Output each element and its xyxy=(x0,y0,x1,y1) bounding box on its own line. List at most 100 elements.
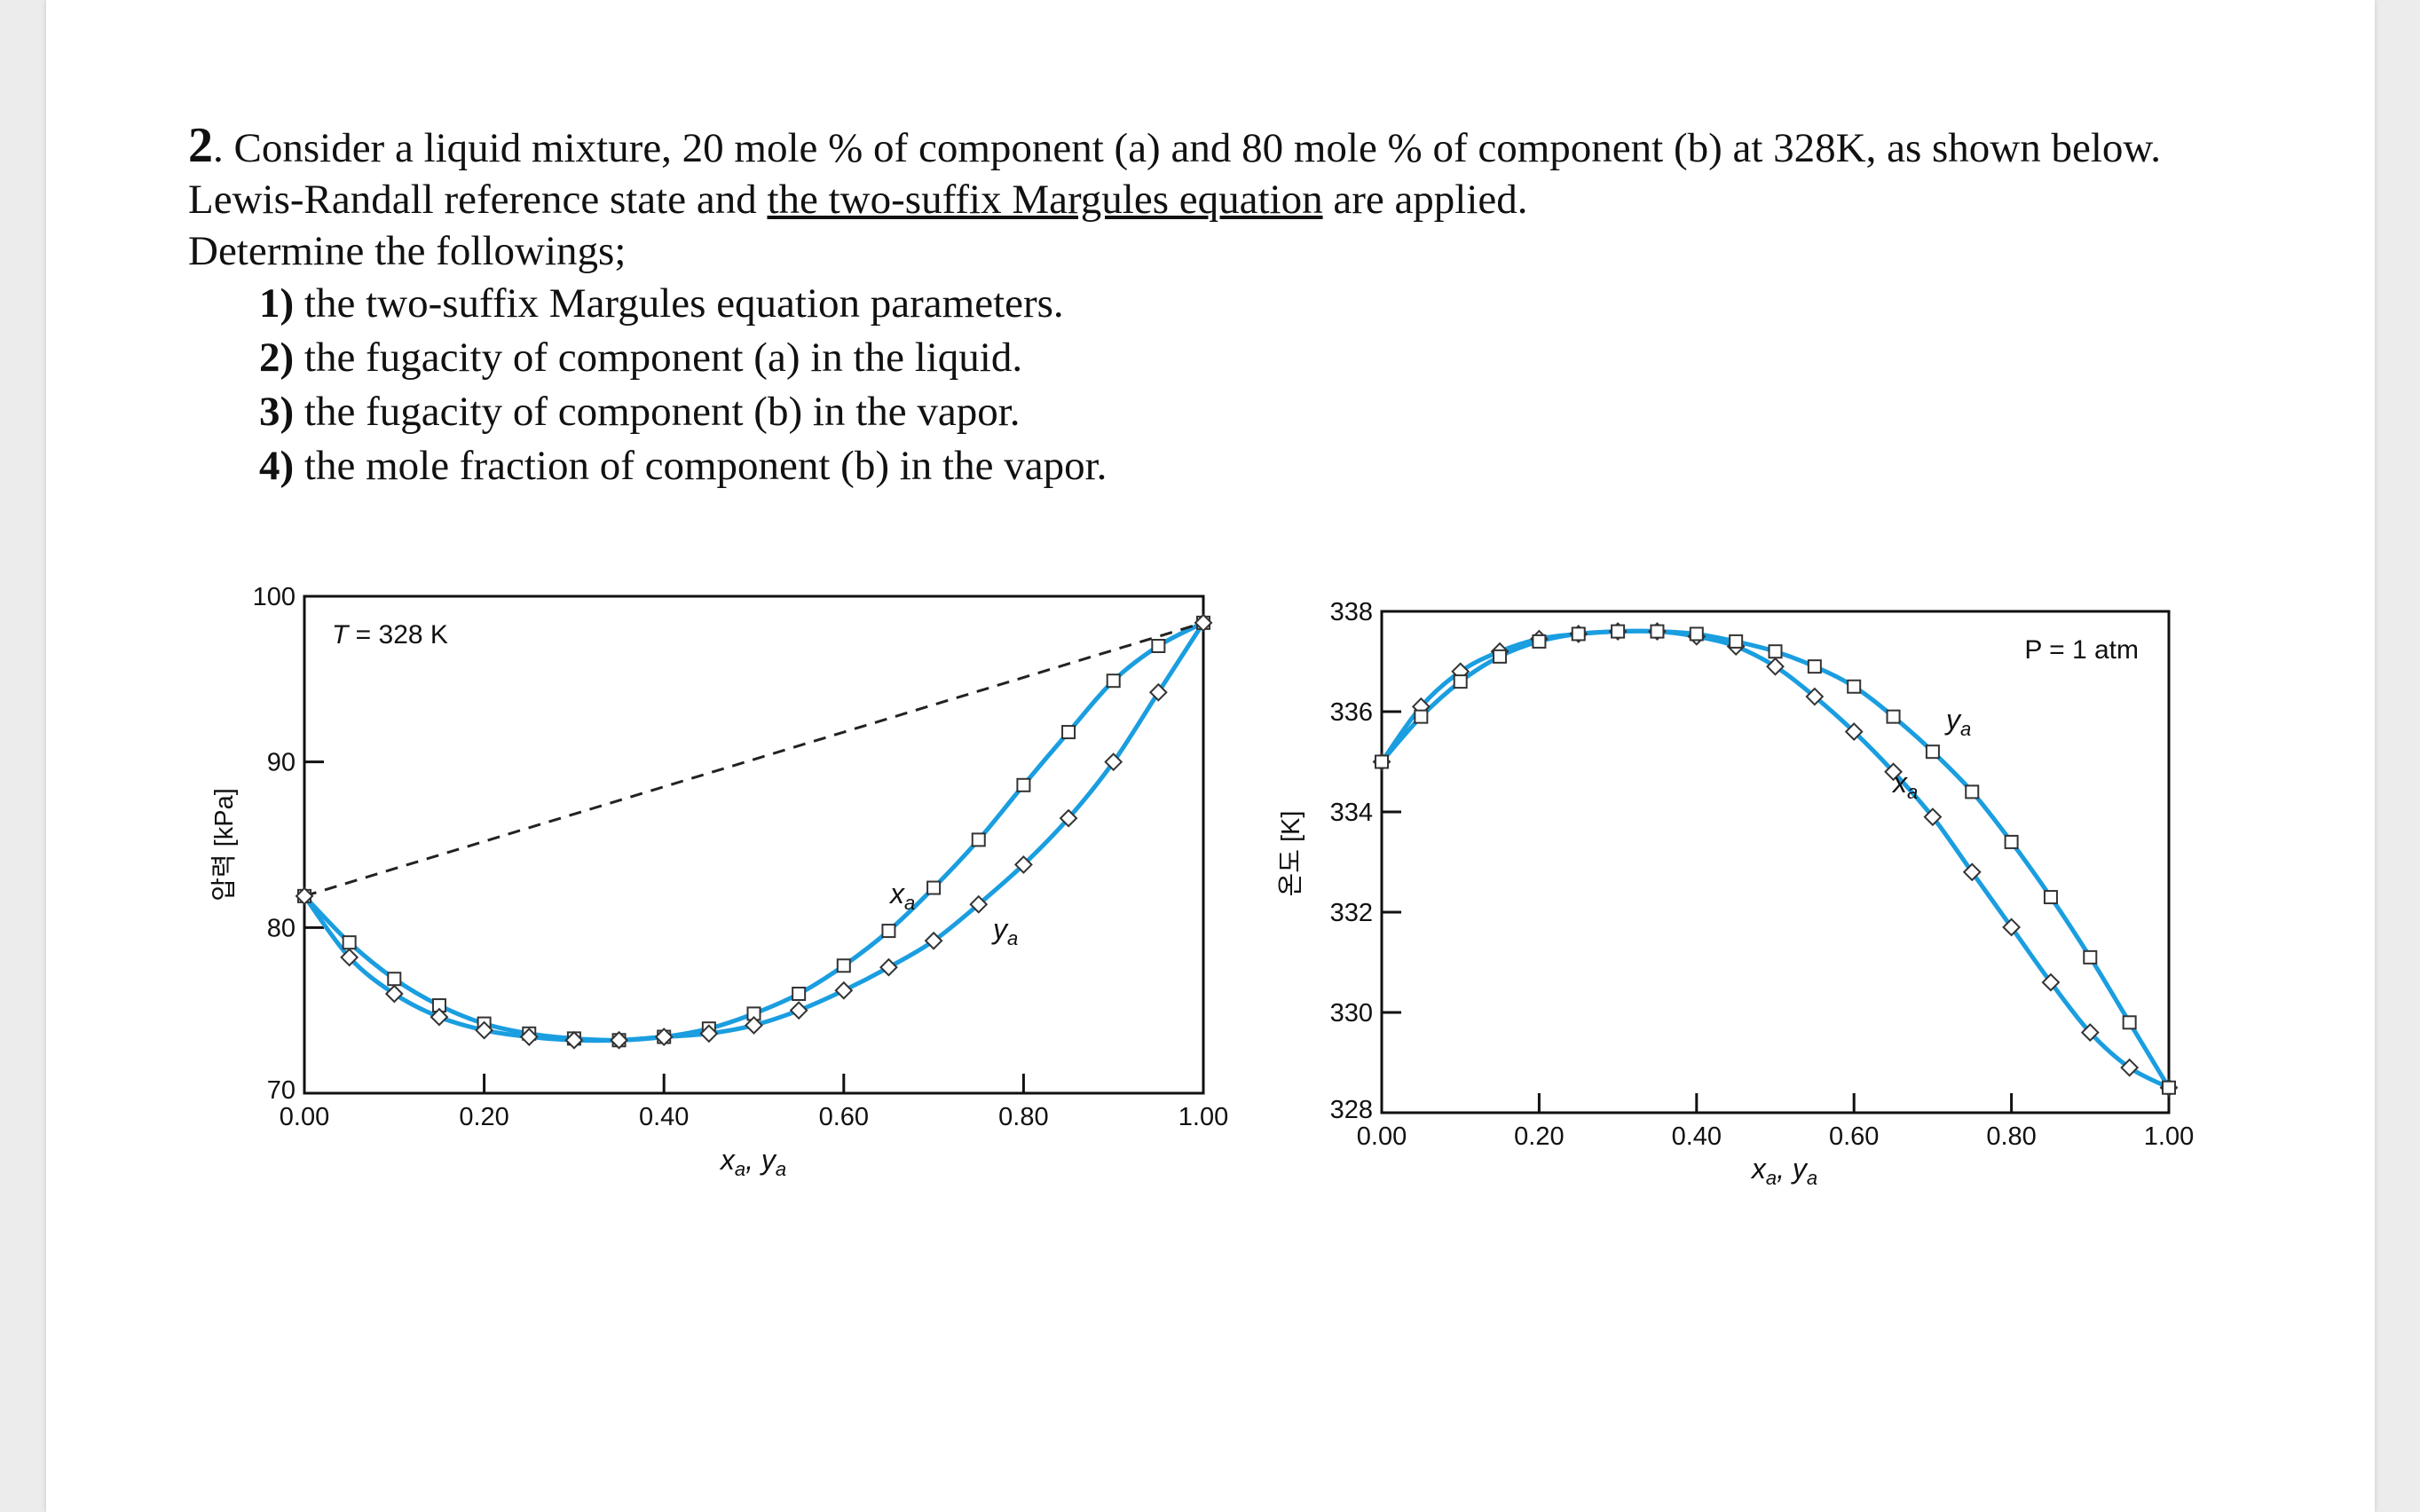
y-axis-label: 온도 [K] xyxy=(1277,811,1305,897)
axis-ticks: 0.00 0.20 0.40 0.60 0.80 1.00 70 80 90 100 xyxy=(253,583,1229,1131)
x-tick-label: 0.80 xyxy=(1986,1122,2036,1151)
x-axis-label: xa, ya xyxy=(1750,1153,1817,1189)
diamond-data-point xyxy=(1013,854,1033,874)
square-data-point xyxy=(836,958,851,973)
square-data-point xyxy=(1650,624,1665,639)
bubble-curve xyxy=(303,620,1205,1043)
square-data-point xyxy=(1532,634,1547,649)
sub-question: 1) the two-suffix Margules equation para… xyxy=(259,280,1064,327)
square-data-point xyxy=(2004,834,2019,849)
sub-question: 3) the fugacity of component (b) in the … xyxy=(259,389,1021,435)
x-tick-label: 0.60 xyxy=(819,1103,869,1131)
square-data-point xyxy=(1886,709,1901,724)
diamond-data-point xyxy=(969,894,989,914)
diamond-data-point xyxy=(2120,1058,2140,1077)
bubble-curve xyxy=(1379,628,2171,1090)
diamond-data-point xyxy=(1923,807,1943,827)
square-data-point xyxy=(1807,659,1822,674)
x-tick-label: 0.20 xyxy=(1514,1122,1564,1151)
x-tick-label: 1.00 xyxy=(2144,1122,2194,1151)
square-data-point xyxy=(1768,644,1783,659)
diamond-data-point xyxy=(610,1030,628,1050)
diamond-data-point xyxy=(1844,722,1864,742)
x-axis-label: xa, ya xyxy=(719,1144,786,1180)
square-data-point xyxy=(1847,679,1862,694)
square-data-point xyxy=(1965,784,1980,799)
diamond-data-point xyxy=(1194,613,1213,633)
diamond-data-point xyxy=(1059,808,1078,828)
square-data-point xyxy=(971,832,986,847)
x-tick-label: 0.40 xyxy=(1672,1122,1722,1151)
pressure-annotation: P = 1 atm xyxy=(2024,635,2139,665)
square-data-point xyxy=(1729,634,1744,649)
square-data-point xyxy=(2083,949,2098,965)
square-data-point xyxy=(926,880,942,895)
x-tick-label: 0.00 xyxy=(1357,1122,1407,1151)
y-tick-label: 328 xyxy=(1330,1096,1373,1124)
xa-curve-label: xa xyxy=(1891,767,1918,803)
diamond-data-point xyxy=(519,1028,539,1046)
diamond-data-point xyxy=(430,1007,449,1027)
x-tick-label: 1.00 xyxy=(1178,1103,1228,1131)
question-block: 2. Consider a liquid mixture, 20 mole % … xyxy=(188,120,2336,493)
axis-ticks: 0.00 0.20 0.40 0.60 0.80 1.00 328 330 332 334 336 3… xyxy=(1330,598,2195,1151)
square-data-point xyxy=(1016,777,1031,792)
paper-page xyxy=(46,0,2375,1512)
y-tick-label: 80 xyxy=(267,914,296,942)
x-tick-label: 0.80 xyxy=(998,1103,1048,1131)
ya-curve-label: ya xyxy=(991,913,1018,949)
x-tick-label: 0.20 xyxy=(459,1103,508,1131)
y-tick-label: 334 xyxy=(1330,799,1373,827)
diamond-data-point xyxy=(340,948,359,967)
square-data-point xyxy=(881,924,896,939)
diamond-data-point xyxy=(1884,762,1903,782)
diamond-data-point xyxy=(2002,917,2022,937)
x-tick-label: 0.40 xyxy=(639,1103,689,1131)
diamond-data-point xyxy=(564,1030,584,1050)
diamond-data-point xyxy=(295,886,314,906)
square-data-point xyxy=(2162,1080,2176,1095)
diamond-data-point xyxy=(924,931,943,950)
square-data-point xyxy=(1689,626,1704,642)
square-data-point xyxy=(1571,626,1586,642)
diamond-data-point xyxy=(789,1001,808,1020)
sub-question-list: 1) the two-suffix Margules equation para… xyxy=(188,277,2336,493)
question-line-3: Determine the followings; xyxy=(188,228,627,274)
diamond-data-point xyxy=(384,984,404,1004)
diamond-data-point xyxy=(745,1016,763,1035)
diamond-data-point xyxy=(1766,657,1785,676)
square-data-point xyxy=(1453,674,1468,689)
square-data-point xyxy=(1925,744,1940,760)
plot-frame xyxy=(1380,610,2171,1114)
raoult-dashed-line xyxy=(303,621,1204,898)
diamond-data-point xyxy=(2041,973,2061,992)
square-data-point xyxy=(1611,624,1626,639)
square-data-point xyxy=(1375,754,1389,769)
diamond-data-point xyxy=(1148,682,1168,702)
diamond-data-point xyxy=(834,980,854,1000)
temperature-annotation: T = 328 K xyxy=(332,620,448,650)
question-line-2: Lewis-Randall reference state and the tw… xyxy=(188,177,1528,223)
y-tick-label: 100 xyxy=(253,583,296,611)
diamond-data-point xyxy=(654,1028,674,1046)
plot-marks xyxy=(295,613,1213,1050)
ya-curve-label: ya xyxy=(1944,704,1971,740)
question-line-1: 2. Consider a liquid mixture, 20 mole % … xyxy=(188,118,2162,173)
square-data-point xyxy=(1414,709,1429,724)
diamond-data-point xyxy=(879,957,898,977)
square-data-point xyxy=(2043,890,2058,905)
diamond-data-point xyxy=(475,1020,494,1040)
diamond-data-point xyxy=(1805,687,1825,706)
square-data-point xyxy=(1493,649,1508,664)
margules-underlined: the two-suffix Margules equation xyxy=(767,177,1323,223)
diamond-data-point xyxy=(1962,862,1982,882)
y-tick-label: 338 xyxy=(1330,598,1373,626)
square-data-point xyxy=(1151,639,1166,653)
square-data-point xyxy=(1061,725,1076,740)
sub-question: 4) the mole fraction of component (b) in… xyxy=(259,443,1108,489)
dew-curve xyxy=(1380,628,2172,1090)
question-number: 2 xyxy=(188,118,213,173)
y-axis-label: 압력 [kPa] xyxy=(210,788,239,902)
square-data-point xyxy=(1106,673,1121,689)
